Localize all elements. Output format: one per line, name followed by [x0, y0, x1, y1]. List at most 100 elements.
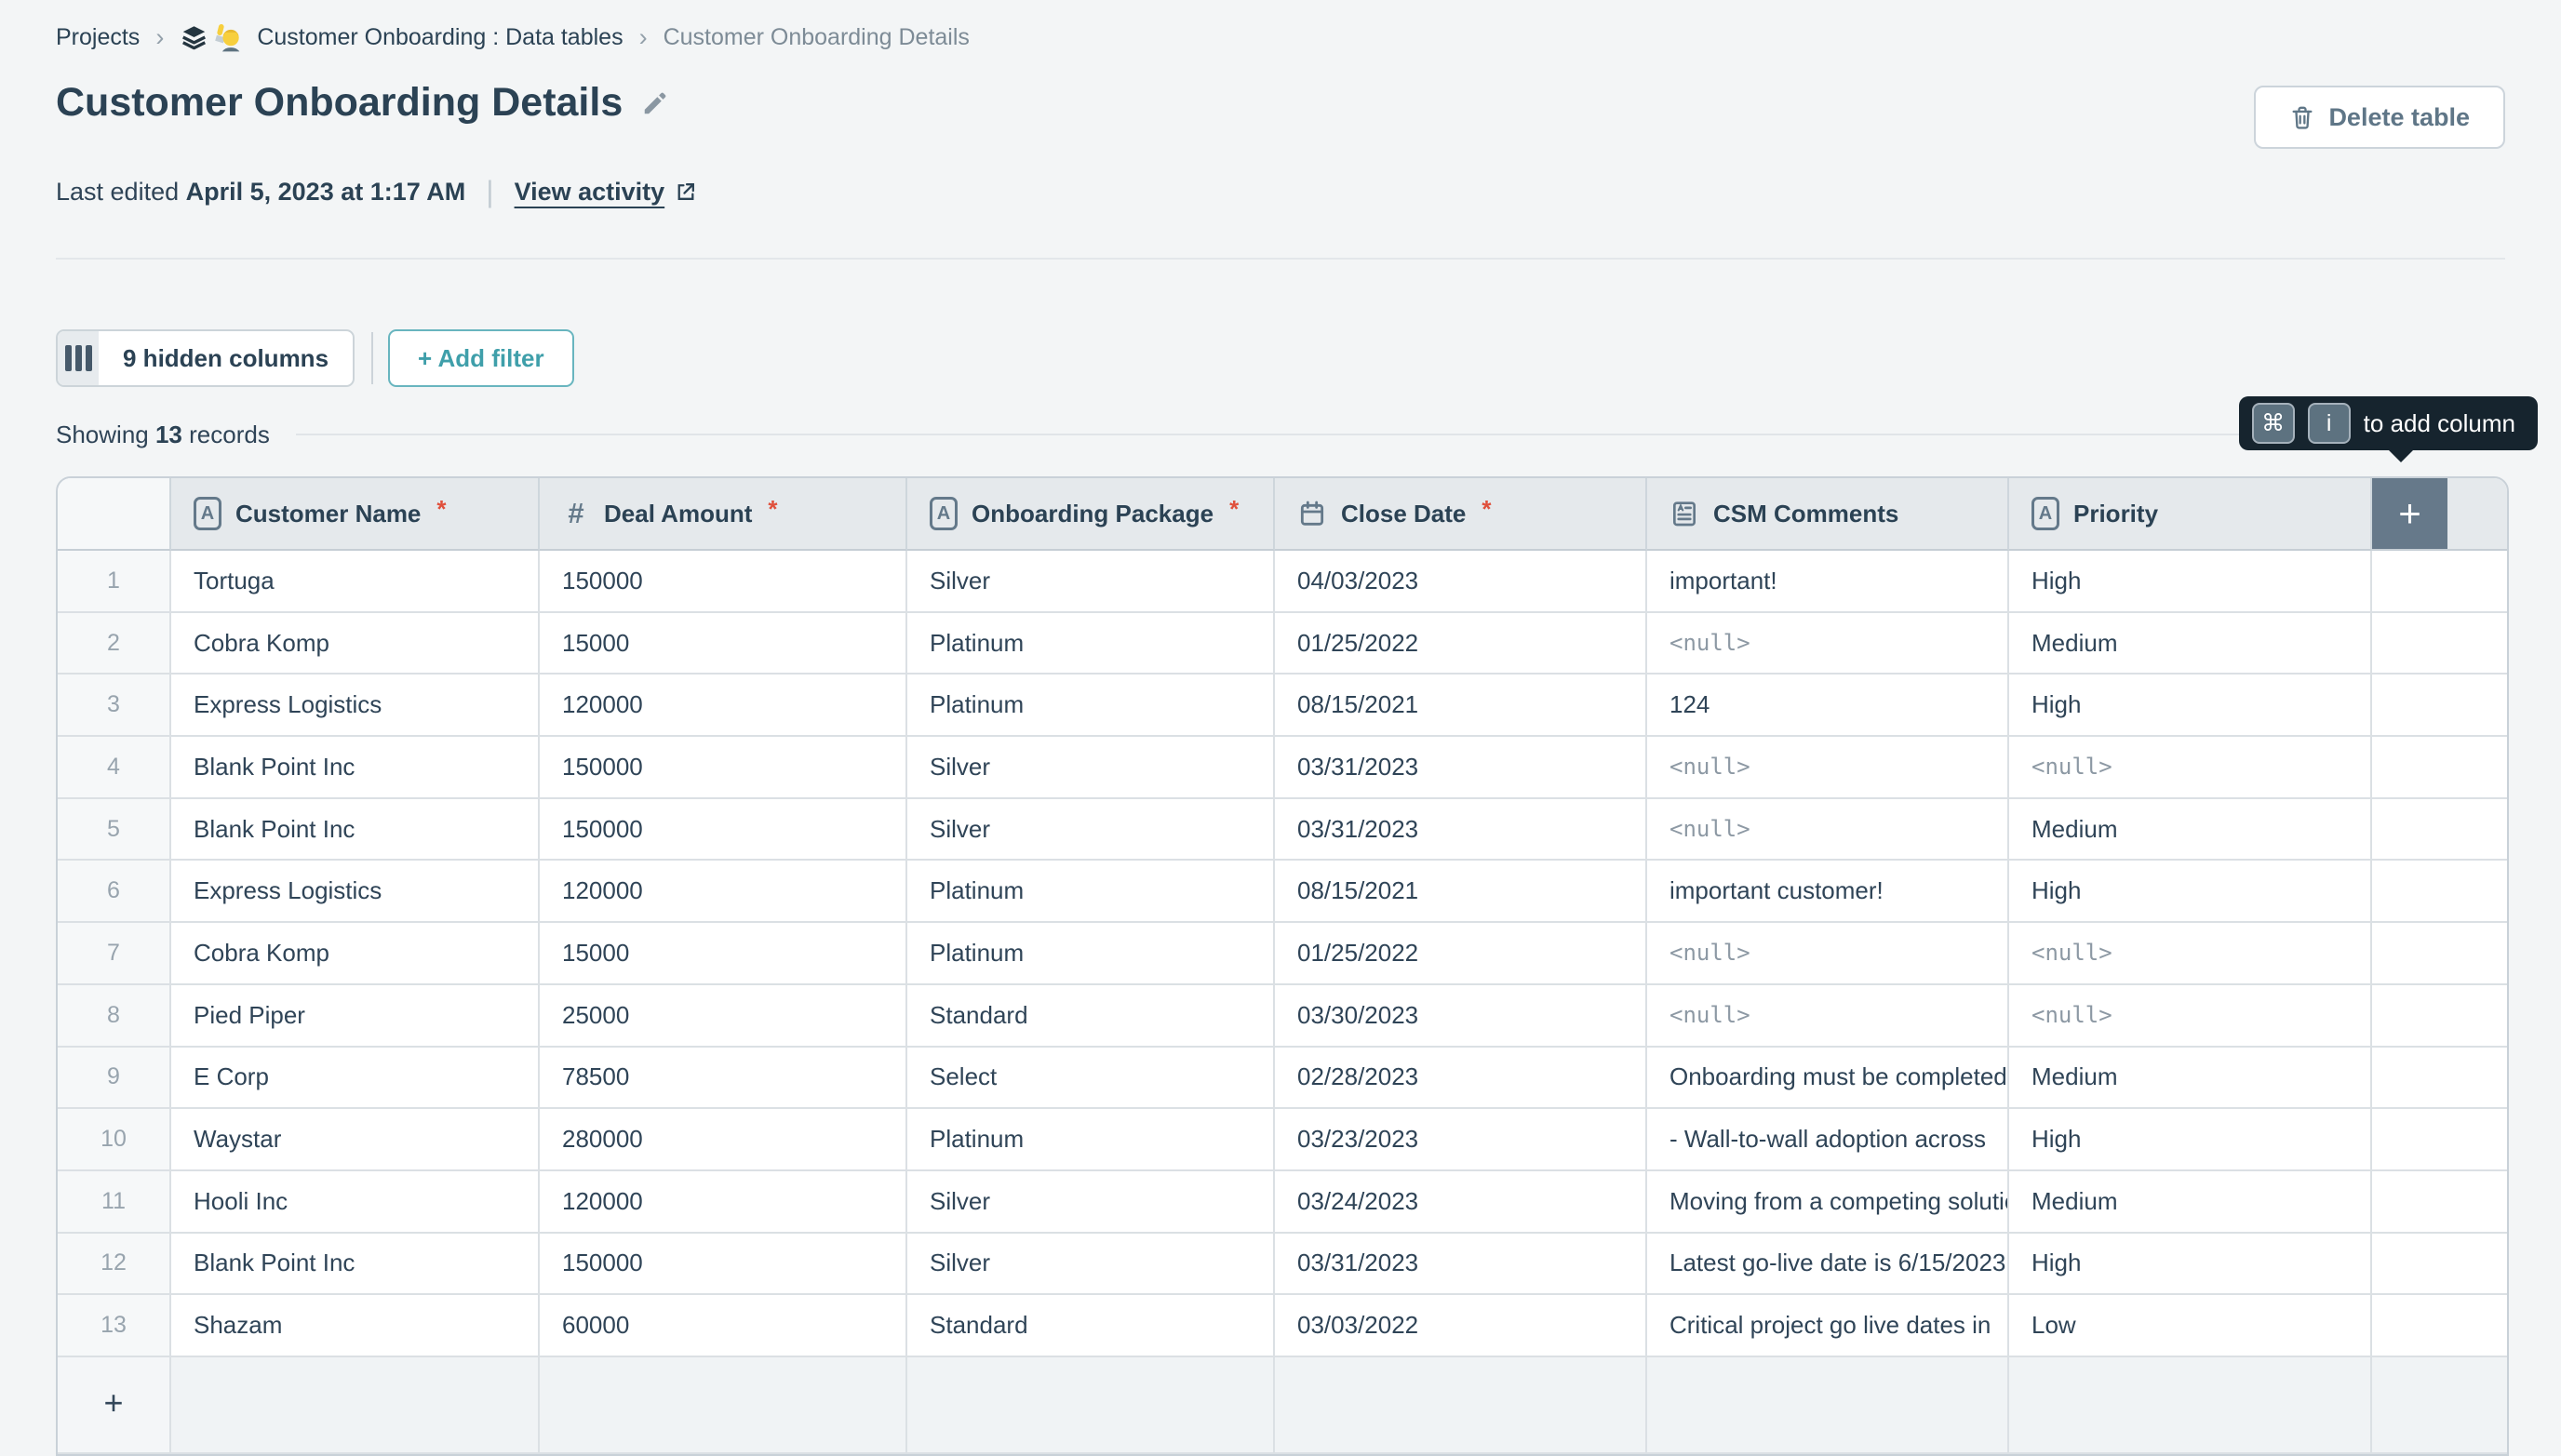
row-number[interactable]: 9 — [58, 1047, 171, 1110]
row-number[interactable]: 2 — [58, 612, 171, 675]
add-row-area[interactable] — [171, 1356, 540, 1454]
table-cell[interactable]: High — [2009, 861, 2372, 924]
table-cell[interactable]: Blank Point Inc — [171, 737, 540, 799]
table-cell[interactable]: Platinum — [907, 1109, 1275, 1171]
table-cell[interactable]: 03/23/2023 — [1275, 1109, 1647, 1171]
column-header-onboarding-package[interactable]: A Onboarding Package * — [907, 478, 1275, 551]
table-cell[interactable]: important! — [1647, 551, 2009, 613]
table-cell[interactable]: Silver — [907, 1170, 1275, 1234]
table-cell[interactable]: 280000 — [540, 1109, 907, 1171]
table-cell[interactable]: High — [2009, 675, 2372, 738]
table-cell[interactable]: 78500 — [540, 1047, 907, 1110]
table-cell[interactable]: E Corp — [171, 1047, 540, 1110]
edit-title-pencil-icon[interactable] — [641, 89, 669, 117]
table-cell[interactable]: 150000 — [540, 798, 907, 862]
table-cell[interactable]: Low — [2009, 1295, 2372, 1357]
table-cell[interactable]: Blank Point Inc — [171, 798, 540, 862]
table-cell[interactable]: 15000 — [540, 923, 907, 985]
row-number[interactable]: 7 — [58, 923, 171, 985]
column-header-deal-amount[interactable]: # Deal Amount * — [540, 478, 907, 551]
table-cell[interactable]: Express Logistics — [171, 861, 540, 924]
table-cell[interactable]: Waystar — [171, 1109, 540, 1171]
table-cell[interactable]: 03/31/2023 — [1275, 798, 1647, 862]
row-number[interactable]: 5 — [58, 798, 171, 862]
table-cell[interactable]: Select — [907, 1047, 1275, 1110]
table-cell[interactable]: Standard — [907, 984, 1275, 1048]
table-cell[interactable]: important customer! — [1647, 861, 2009, 924]
table-cell[interactable]: 03/31/2023 — [1275, 737, 1647, 799]
table-cell[interactable]: Platinum — [907, 923, 1275, 985]
table-cell[interactable]: Medium — [2009, 1047, 2372, 1110]
table-cell[interactable]: Standard — [907, 1295, 1275, 1357]
table-cell[interactable]: Tortuga — [171, 551, 540, 613]
table-cell[interactable]: <null> — [2009, 923, 2372, 985]
table-cell[interactable]: - Wall-to-wall adoption across — [1647, 1109, 2009, 1171]
table-cell[interactable]: <null> — [1647, 612, 2009, 675]
column-header-csm-comments[interactable]: CSM Comments — [1647, 478, 2009, 551]
table-cell[interactable]: Platinum — [907, 612, 1275, 675]
table-cell[interactable]: 150000 — [540, 551, 907, 613]
table-cell[interactable]: 60000 — [540, 1295, 907, 1357]
breadcrumb-data-tables[interactable]: Customer Onboarding : Data tables — [257, 23, 623, 50]
table-cell[interactable]: <null> — [2009, 984, 2372, 1048]
table-cell[interactable]: <null> — [1647, 923, 2009, 985]
table-cell[interactable]: <null> — [1647, 737, 2009, 799]
row-number[interactable]: 1 — [58, 551, 171, 613]
table-cell[interactable]: Express Logistics — [171, 675, 540, 738]
table-cell[interactable]: High — [2009, 1233, 2372, 1296]
table-cell[interactable]: <null> — [1647, 798, 2009, 862]
table-cell[interactable]: 120000 — [540, 861, 907, 924]
table-cell[interactable]: 03/30/2023 — [1275, 984, 1647, 1048]
row-number[interactable]: 6 — [58, 861, 171, 924]
row-number[interactable]: 4 — [58, 737, 171, 799]
table-cell[interactable]: Shazam — [171, 1295, 540, 1357]
add-filter-button[interactable]: + Add filter — [388, 329, 574, 387]
table-cell[interactable]: High — [2009, 1109, 2372, 1171]
view-activity-link[interactable]: View activity — [515, 178, 698, 207]
row-number[interactable]: 12 — [58, 1233, 171, 1296]
table-cell[interactable]: Cobra Komp — [171, 612, 540, 675]
table-cell[interactable]: Cobra Komp — [171, 923, 540, 985]
table-cell[interactable]: Medium — [2009, 798, 2372, 862]
table-cell[interactable]: Critical project go live dates in — [1647, 1295, 2009, 1357]
table-cell[interactable]: Latest go-live date is 6/15/2023 — [1647, 1233, 2009, 1296]
add-row-area[interactable] — [540, 1356, 907, 1454]
column-header-priority[interactable]: A Priority — [2009, 478, 2372, 551]
table-cell[interactable]: Moving from a competing solution — [1647, 1170, 2009, 1234]
table-cell[interactable]: 08/15/2021 — [1275, 675, 1647, 738]
column-header-close-date[interactable]: Close Date * — [1275, 478, 1647, 551]
table-cell[interactable]: 02/28/2023 — [1275, 1047, 1647, 1110]
table-cell[interactable]: 03/31/2023 — [1275, 1233, 1647, 1296]
add-row-area[interactable] — [2009, 1356, 2372, 1454]
table-cell[interactable]: 03/24/2023 — [1275, 1170, 1647, 1234]
table-cell[interactable]: 01/25/2022 — [1275, 612, 1647, 675]
table-cell[interactable]: <null> — [2009, 737, 2372, 799]
row-number[interactable]: 11 — [58, 1170, 171, 1234]
table-cell[interactable]: Blank Point Inc — [171, 1233, 540, 1296]
table-cell[interactable]: 25000 — [540, 984, 907, 1048]
add-column-button[interactable]: + — [2372, 478, 2447, 549]
add-row-area[interactable] — [2372, 1356, 2507, 1454]
table-cell[interactable]: Medium — [2009, 612, 2372, 675]
add-row-area[interactable] — [907, 1356, 1275, 1454]
add-row-button[interactable]: + — [58, 1356, 171, 1454]
table-cell[interactable]: Pied Piper — [171, 984, 540, 1048]
table-cell[interactable]: 01/25/2022 — [1275, 923, 1647, 985]
table-cell[interactable]: <null> — [1647, 984, 2009, 1048]
table-cell[interactable]: Silver — [907, 798, 1275, 862]
table-cell[interactable]: Hooli Inc — [171, 1170, 540, 1234]
row-number[interactable]: 8 — [58, 984, 171, 1048]
table-cell[interactable]: 150000 — [540, 1233, 907, 1296]
table-cell[interactable]: Onboarding must be completed — [1647, 1047, 2009, 1110]
table-cell[interactable]: 124 — [1647, 675, 2009, 738]
table-cell[interactable]: 04/03/2023 — [1275, 551, 1647, 613]
table-cell[interactable]: Silver — [907, 737, 1275, 799]
table-cell[interactable]: Platinum — [907, 861, 1275, 924]
breadcrumb-projects[interactable]: Projects — [56, 23, 141, 50]
row-number[interactable]: 3 — [58, 675, 171, 738]
table-cell[interactable]: Silver — [907, 551, 1275, 613]
add-row-area[interactable] — [1275, 1356, 1647, 1454]
table-cell[interactable]: 150000 — [540, 737, 907, 799]
table-cell[interactable]: Platinum — [907, 675, 1275, 738]
table-cell[interactable]: Medium — [2009, 1170, 2372, 1234]
